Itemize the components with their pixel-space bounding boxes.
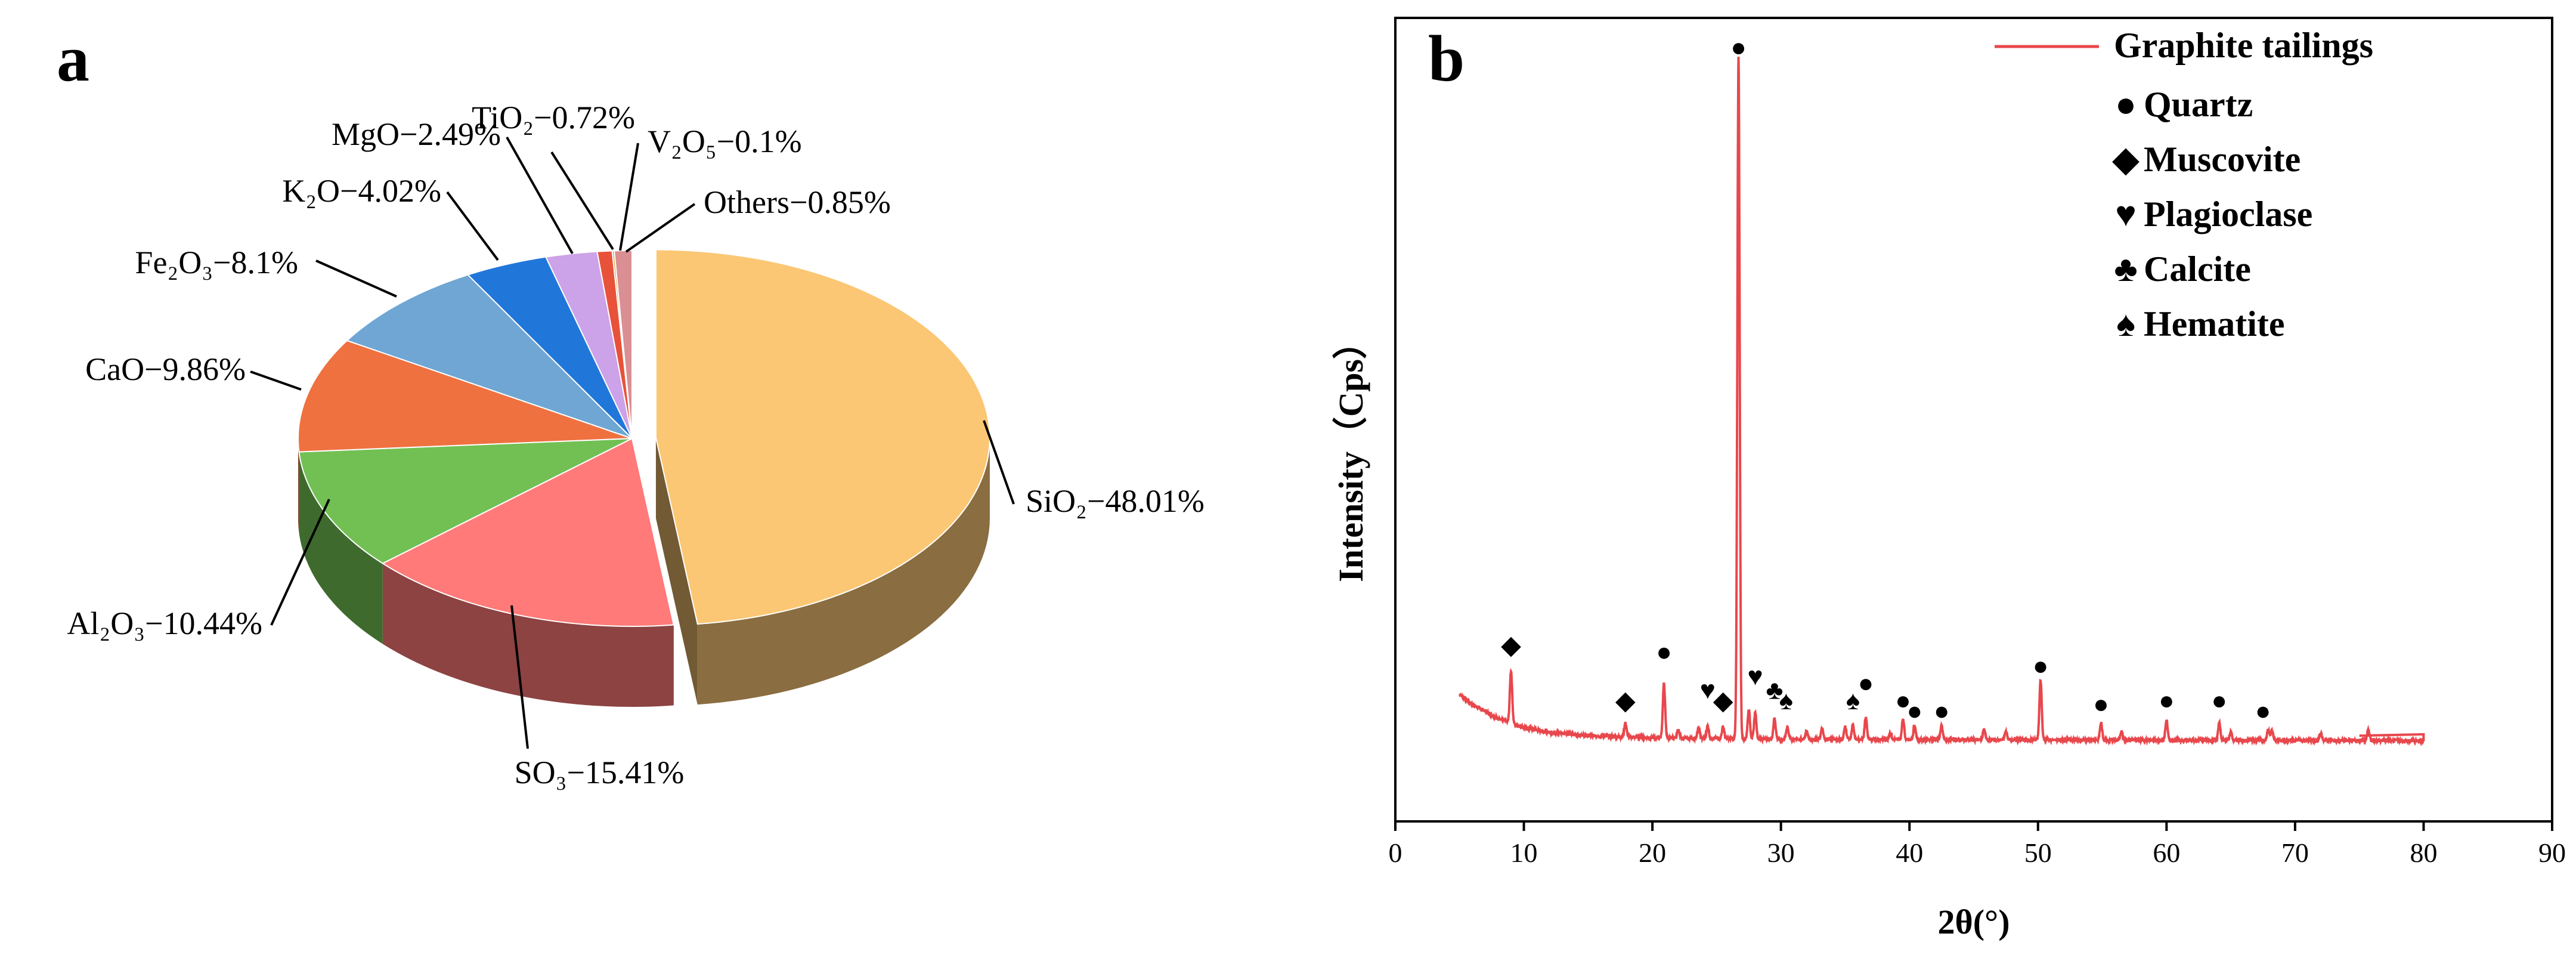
slice-fe2o3 [346,274,633,439]
x-tick-label-10: 10 [1510,838,1538,868]
x-tick-label-0: 0 [1389,838,1402,868]
panel-letter-a: a [57,22,89,95]
marker-muscovite-3: ◆ [1615,686,1636,715]
leader-so3 [510,605,529,749]
marker-quartz-11: ● [1895,686,1911,715]
slice-so3 [381,437,675,627]
leader-cao [250,370,302,391]
legend-symbol-plagioclase: ♥ [2115,194,2137,234]
marker-hematite-8: ♠ [1779,686,1793,715]
marker-quartz-0: ● [1730,33,1747,62]
marker-quartz-17: ● [2211,686,2227,715]
slice-k2o [466,256,633,439]
legend-series-label: Graphite tailings [2114,26,2373,65]
x-tick-label-50: 50 [2024,838,2052,868]
label-k2o: K₂O−4.02% [282,173,441,209]
x-tick-label-90: 90 [2538,838,2566,868]
slice-sio2 [655,249,990,625]
legend-label-muscovite: Muscovite [2144,140,2301,179]
pie-chart: SiO₂−48.01% SO₃−15.41% Al₂O₃−10.44% CaO−9.8… [67,100,1204,790]
slice-others [614,249,633,439]
marker-quartz-12: ● [1907,697,1923,726]
label-fe2o3: Fe₂O₃−8.1% [135,245,298,280]
marker-quartz-16: ● [2159,686,2175,715]
marker-quartz-14: ● [2033,651,2049,681]
label-cao: CaO−9.86% [85,351,246,387]
leader-k2o [446,191,499,261]
leader-v2o5 [619,143,639,251]
marker-quartz-18: ● [2255,697,2271,726]
slice-side-cao [298,438,299,533]
legend: Graphite tailings ● Quartz◆ Muscovite♥ Plag… [1995,26,2373,344]
marker-muscovite-1: ◆ [1501,631,1521,660]
marker-plagioclase-4: ♥ [1700,676,1716,705]
marker-quartz-15: ● [2093,690,2109,719]
legend-label-plagioclase: Plagioclase [2144,194,2312,234]
label-others: Others−0.85% [704,184,891,220]
x-tick-label-30: 30 [1767,838,1795,868]
leader-sio2 [983,420,1015,505]
slice-cut-sio2-1 [655,437,698,705]
panel-letter-b: b [1428,22,1465,95]
marker-calcite-7: ♣ [1766,676,1783,705]
xrd-chart: 0 10 20 30 40 50 60 70 80 90 ●◆ ●◆ ♥◆♥ ♣♠ ♠●●● ●●● ● ● ● … [1332,17,2566,941]
marker-quartz-2: ● [1656,638,1672,667]
legend-symbol-hematite: ♠ [2116,304,2135,344]
phase-markers: ●◆ ●◆ ♥◆♥ ♣♠ ♠●●● ●●● ● ● ● [1501,33,2271,726]
x-axis-ticks: 0 10 20 30 40 50 60 70 80 90 [1389,821,2566,868]
label-mgo: MgO−2.49% [332,116,501,152]
label-sio2: SiO₂−48.01% [1026,483,1205,519]
legend-label-hematite: Hematite [2144,304,2285,344]
marker-plagioclase-6: ♥ [1747,662,1763,691]
slice-cao [298,339,633,453]
marker-quartz-10: ● [1858,669,1874,698]
series-line-graphite-tailings [1459,57,2425,747]
legend-symbol-muscovite: ◆ [2112,140,2140,179]
leader-fe2o3 [315,259,397,298]
legend-label-quartz: Quartz [2144,85,2253,124]
slice-side-sio2 [697,437,990,705]
x-tick-label-70: 70 [2281,838,2309,868]
leader-tio2 [550,151,614,251]
label-v2o5: V₂O₅−0.1% [648,123,802,159]
x-tick-label-60: 60 [2153,838,2180,868]
marker-muscovite-5: ◆ [1713,686,1733,715]
legend-label-calcite: Calcite [2144,249,2251,289]
label-tio2: TiO₂−0.72% [472,100,635,135]
slice-side-al2o3 [299,452,383,644]
x-tick-label-20: 20 [1639,838,1666,868]
label-so3: SO₃−15.41% [515,755,685,790]
leader-mgo [506,137,574,254]
leader-al2o3 [270,499,330,626]
x-axis-title: 2θ(°) [1937,903,2010,941]
leader-others [625,203,696,253]
plot-frame [1394,17,2553,823]
marker-hematite-9: ♠ [1846,686,1860,715]
slice-side-so3 [382,563,674,707]
legend-symbol-calcite: ♣ [2114,249,2137,289]
legend-symbol-quartz: ● [2115,85,2137,124]
x-tick-label-80: 80 [2410,838,2437,868]
slice-tio2 [596,250,633,439]
label-al2o3: Al₂O₃−10.44% [67,605,262,641]
marker-quartz-13: ● [1934,697,1950,726]
y-axis-title: Intensity（Cps） [1332,325,1370,582]
x-tick-label-40: 40 [1896,838,1923,868]
